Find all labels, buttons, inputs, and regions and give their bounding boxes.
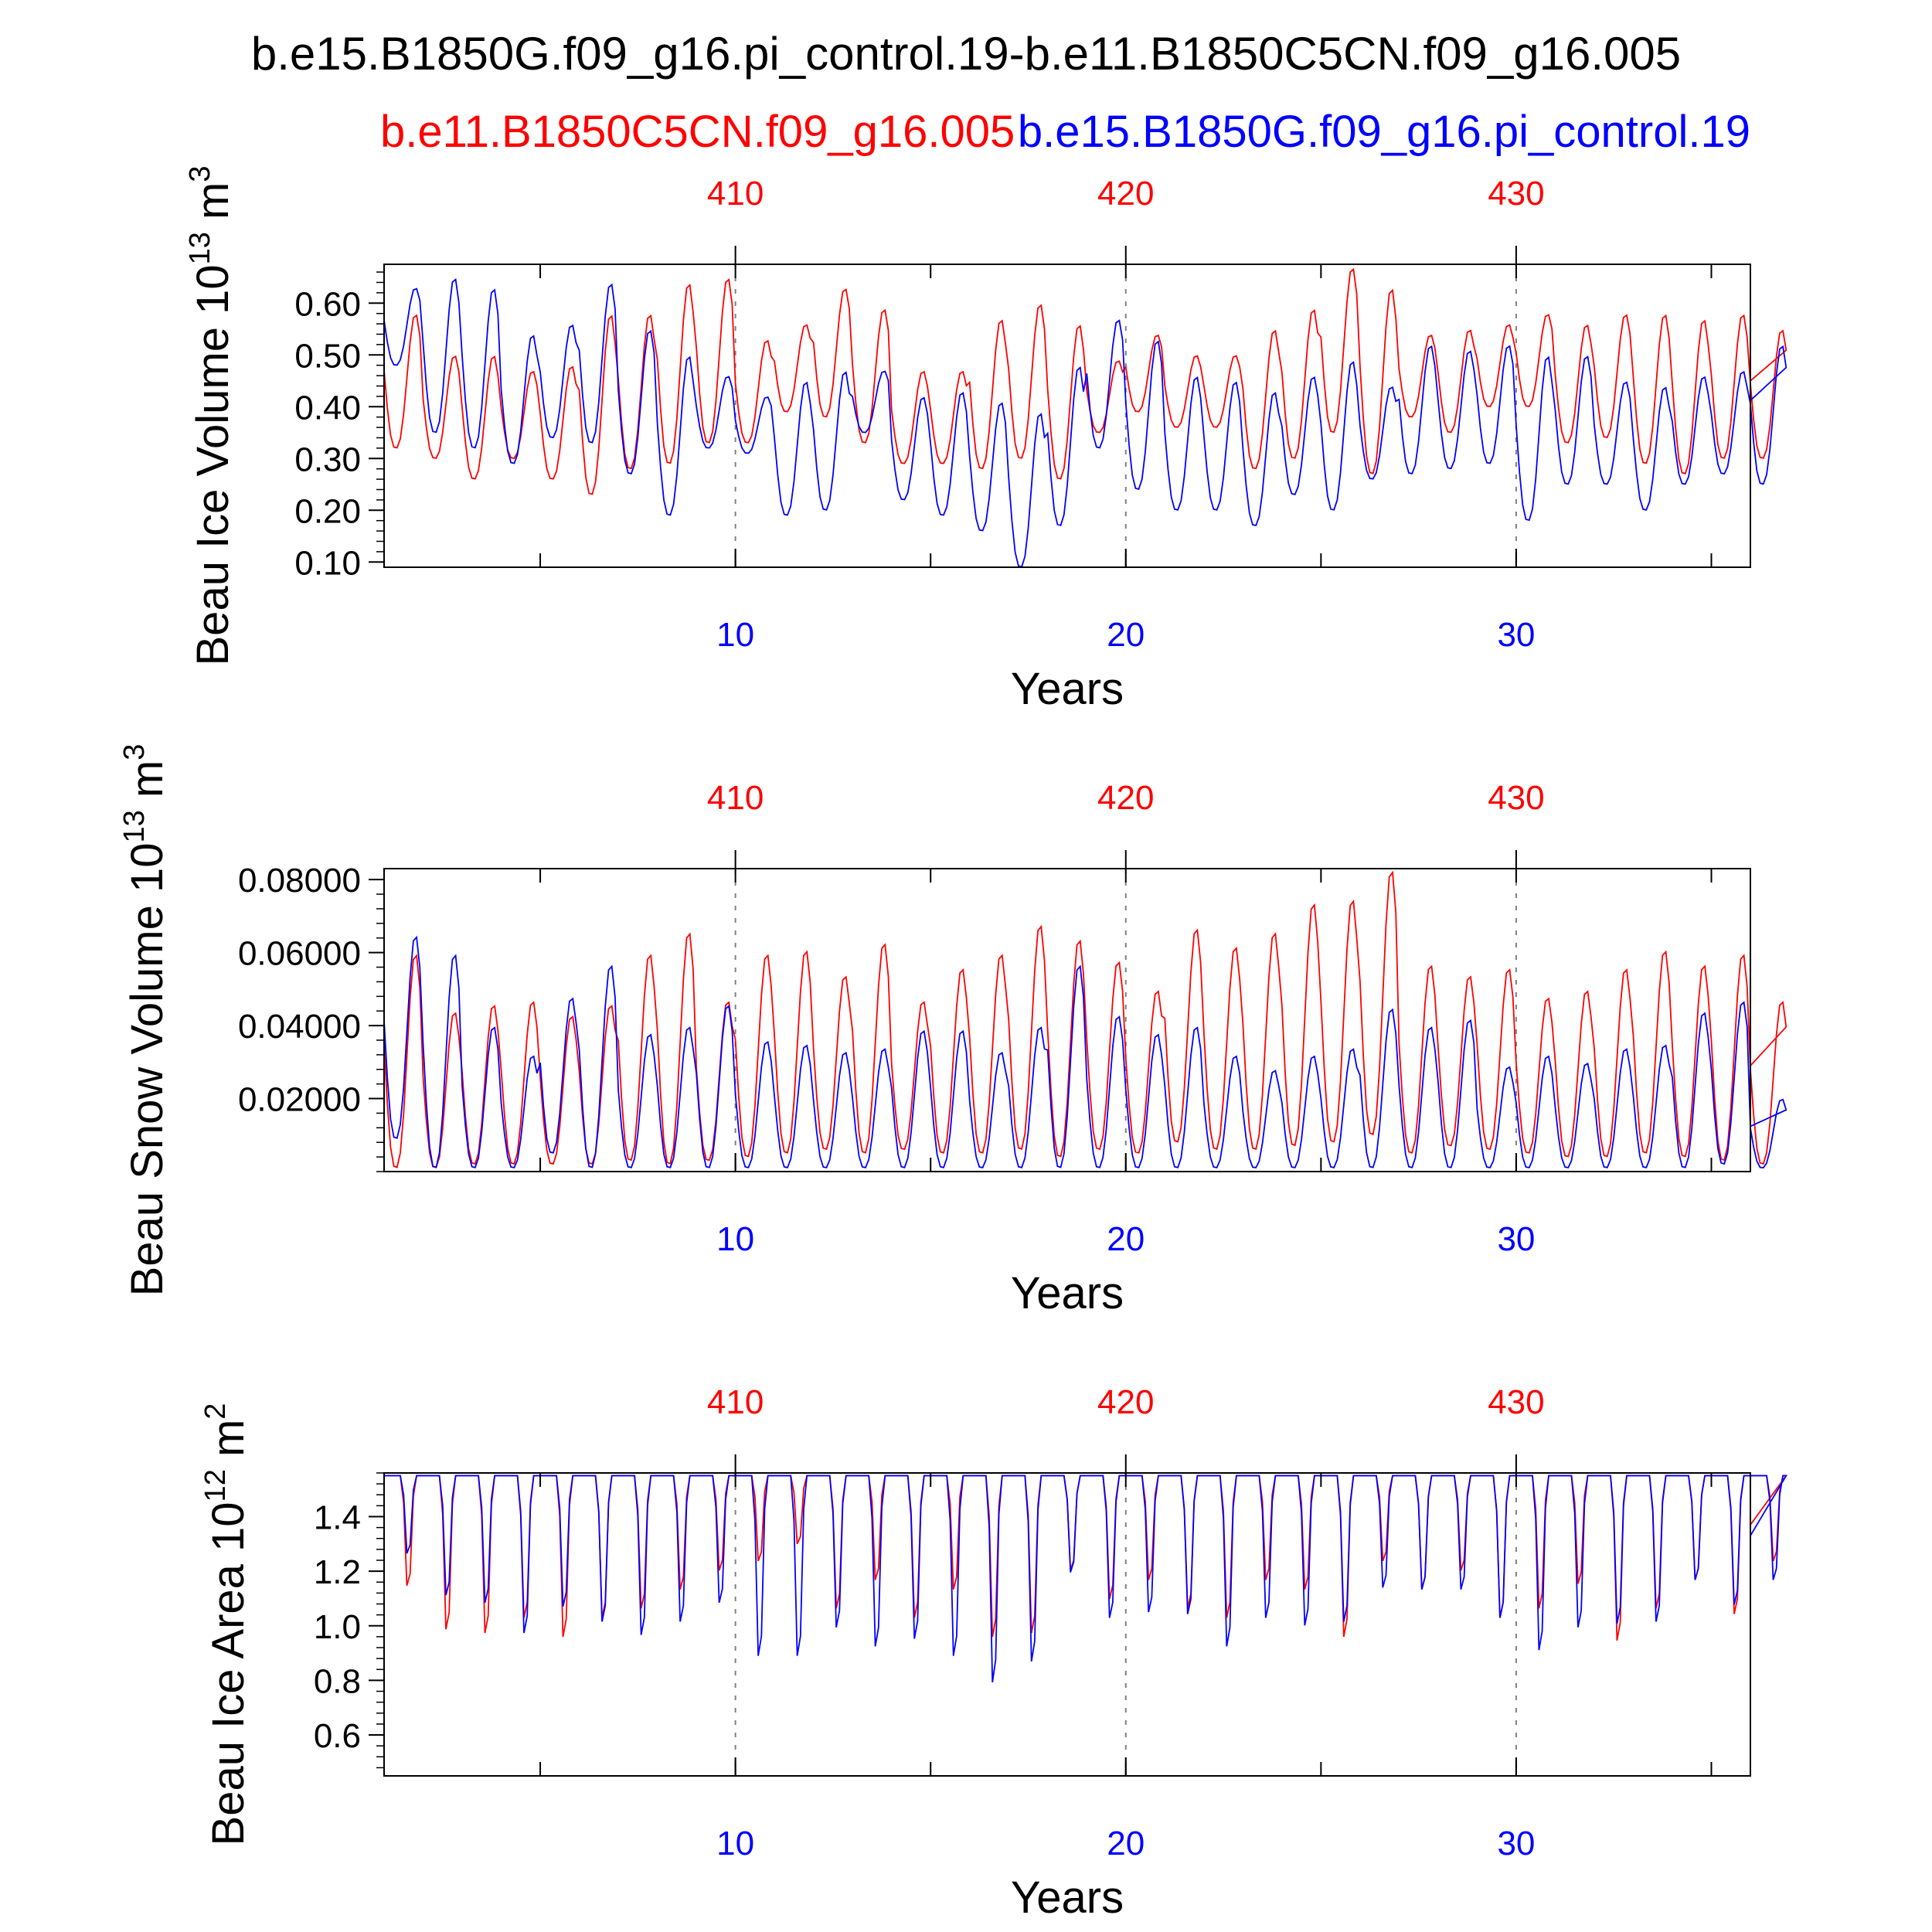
- y-axis-label-unit-exp: 2: [199, 1403, 232, 1420]
- x-tick-label-top: 410: [707, 1383, 764, 1421]
- x-tick-label-bottom: 20: [1107, 1220, 1145, 1258]
- x-tick-label-top: 430: [1488, 1383, 1544, 1421]
- legend-red-label: b.e11.B1850C5CN.f09_g16.005: [380, 107, 1015, 157]
- y-axis-label-exp: 13: [184, 232, 216, 264]
- y-tick-label: 0.8: [314, 1662, 361, 1700]
- y-axis-label-unit: m: [122, 760, 172, 810]
- panel-3: 10 20 30 410 420 430 0.6 0.8 1.0 1.2 1.4 Years Beau …: [199, 1383, 1788, 1923]
- y-tick-label: 0.10: [294, 544, 361, 582]
- x-tick-label-bottom: 30: [1497, 616, 1535, 654]
- y-axis-label: Beau Ice Volume 1013 m3: [184, 166, 238, 666]
- series-line-red: [383, 870, 1787, 1168]
- x-tick-label-bottom: 30: [1497, 1825, 1535, 1862]
- y-tick-label: 0.06000: [238, 935, 361, 973]
- x-tick-label-bottom: 10: [716, 1825, 754, 1862]
- y-axis-label-exp: 12: [199, 1469, 232, 1502]
- y-tick-label: 0.40: [294, 389, 361, 427]
- y-tick-label: 1.4: [314, 1499, 361, 1537]
- y-tick-label: 0.60: [294, 285, 361, 323]
- main-title: b.e15.B1850G.f09_g16.pi_control.19-b.e11…: [251, 28, 1681, 80]
- y-tick-label: 0.50: [294, 337, 361, 375]
- x-tick-label-bottom: 10: [716, 1220, 754, 1258]
- panel-1: 10 20 30 410 420 430 0.10 0.20 0.30 0.40 0.50 0.60 Y…: [184, 166, 1787, 714]
- x-tick-label-top: 420: [1097, 779, 1154, 817]
- x-tick-label-top: 430: [1488, 175, 1544, 213]
- y-axis-label-text: Beau Ice Volume 10: [188, 264, 238, 665]
- y-axis-label-exp: 13: [118, 810, 151, 842]
- x-tick-label-bottom: 30: [1497, 1220, 1535, 1258]
- x-tick-label-top: 430: [1488, 779, 1544, 817]
- y-tick-label: 0.20: [294, 492, 361, 530]
- y-tick-label: 1.0: [314, 1608, 361, 1646]
- y-axis-label-text: Beau Snow Volume 10: [122, 843, 172, 1297]
- x-tick-label-top: 410: [707, 779, 764, 817]
- series-line-blue: [384, 1475, 1787, 1683]
- y-axis-label: Beau Snow Volume 1013 m3: [118, 744, 172, 1297]
- y-tick-label: 1.2: [314, 1553, 361, 1591]
- x-axis-label: Years: [1011, 1268, 1124, 1318]
- plot-frame: [383, 868, 1751, 1172]
- plot-frame: [383, 1472, 1751, 1777]
- y-axis-label-unit: m: [203, 1420, 253, 1469]
- x-axis-label: Years: [1011, 664, 1124, 714]
- y-axis-label: Beau Ice Area 1012 m2: [199, 1403, 253, 1846]
- y-axis-label-text: Beau Ice Area 10: [203, 1502, 253, 1845]
- x-tick-label-bottom: 20: [1107, 616, 1145, 654]
- y-axis-label-unit: m: [188, 182, 238, 232]
- x-tick-label-top: 420: [1097, 175, 1154, 213]
- y-tick-label: 0.02000: [238, 1081, 361, 1119]
- y-tick-label: 0.30: [294, 440, 361, 478]
- y-tick-label: 0.04000: [238, 1008, 361, 1046]
- plot-frame: [383, 264, 1751, 568]
- x-tick-label-bottom: 20: [1107, 1825, 1145, 1862]
- x-tick-label-bottom: 10: [716, 616, 754, 654]
- y-tick-label: 0.6: [314, 1717, 361, 1755]
- x-tick-label-top: 410: [707, 175, 764, 213]
- legend-blue-label: b.e15.B1850G.f09_g16.pi_control.19: [1018, 107, 1750, 157]
- x-tick-label-top: 420: [1097, 1383, 1154, 1421]
- x-axis-label: Years: [1011, 1872, 1124, 1923]
- y-axis-label-unit-exp: 3: [118, 744, 151, 760]
- panel-2: 10 20 30 410 420 430 0.02000 0.04000 0.06000 0.08…: [118, 744, 1787, 1318]
- y-axis-label-unit-exp: 3: [184, 166, 216, 182]
- series-line-blue: [383, 277, 1787, 568]
- series-line-blue: [383, 935, 1787, 1168]
- y-tick-label: 0.08000: [238, 862, 361, 900]
